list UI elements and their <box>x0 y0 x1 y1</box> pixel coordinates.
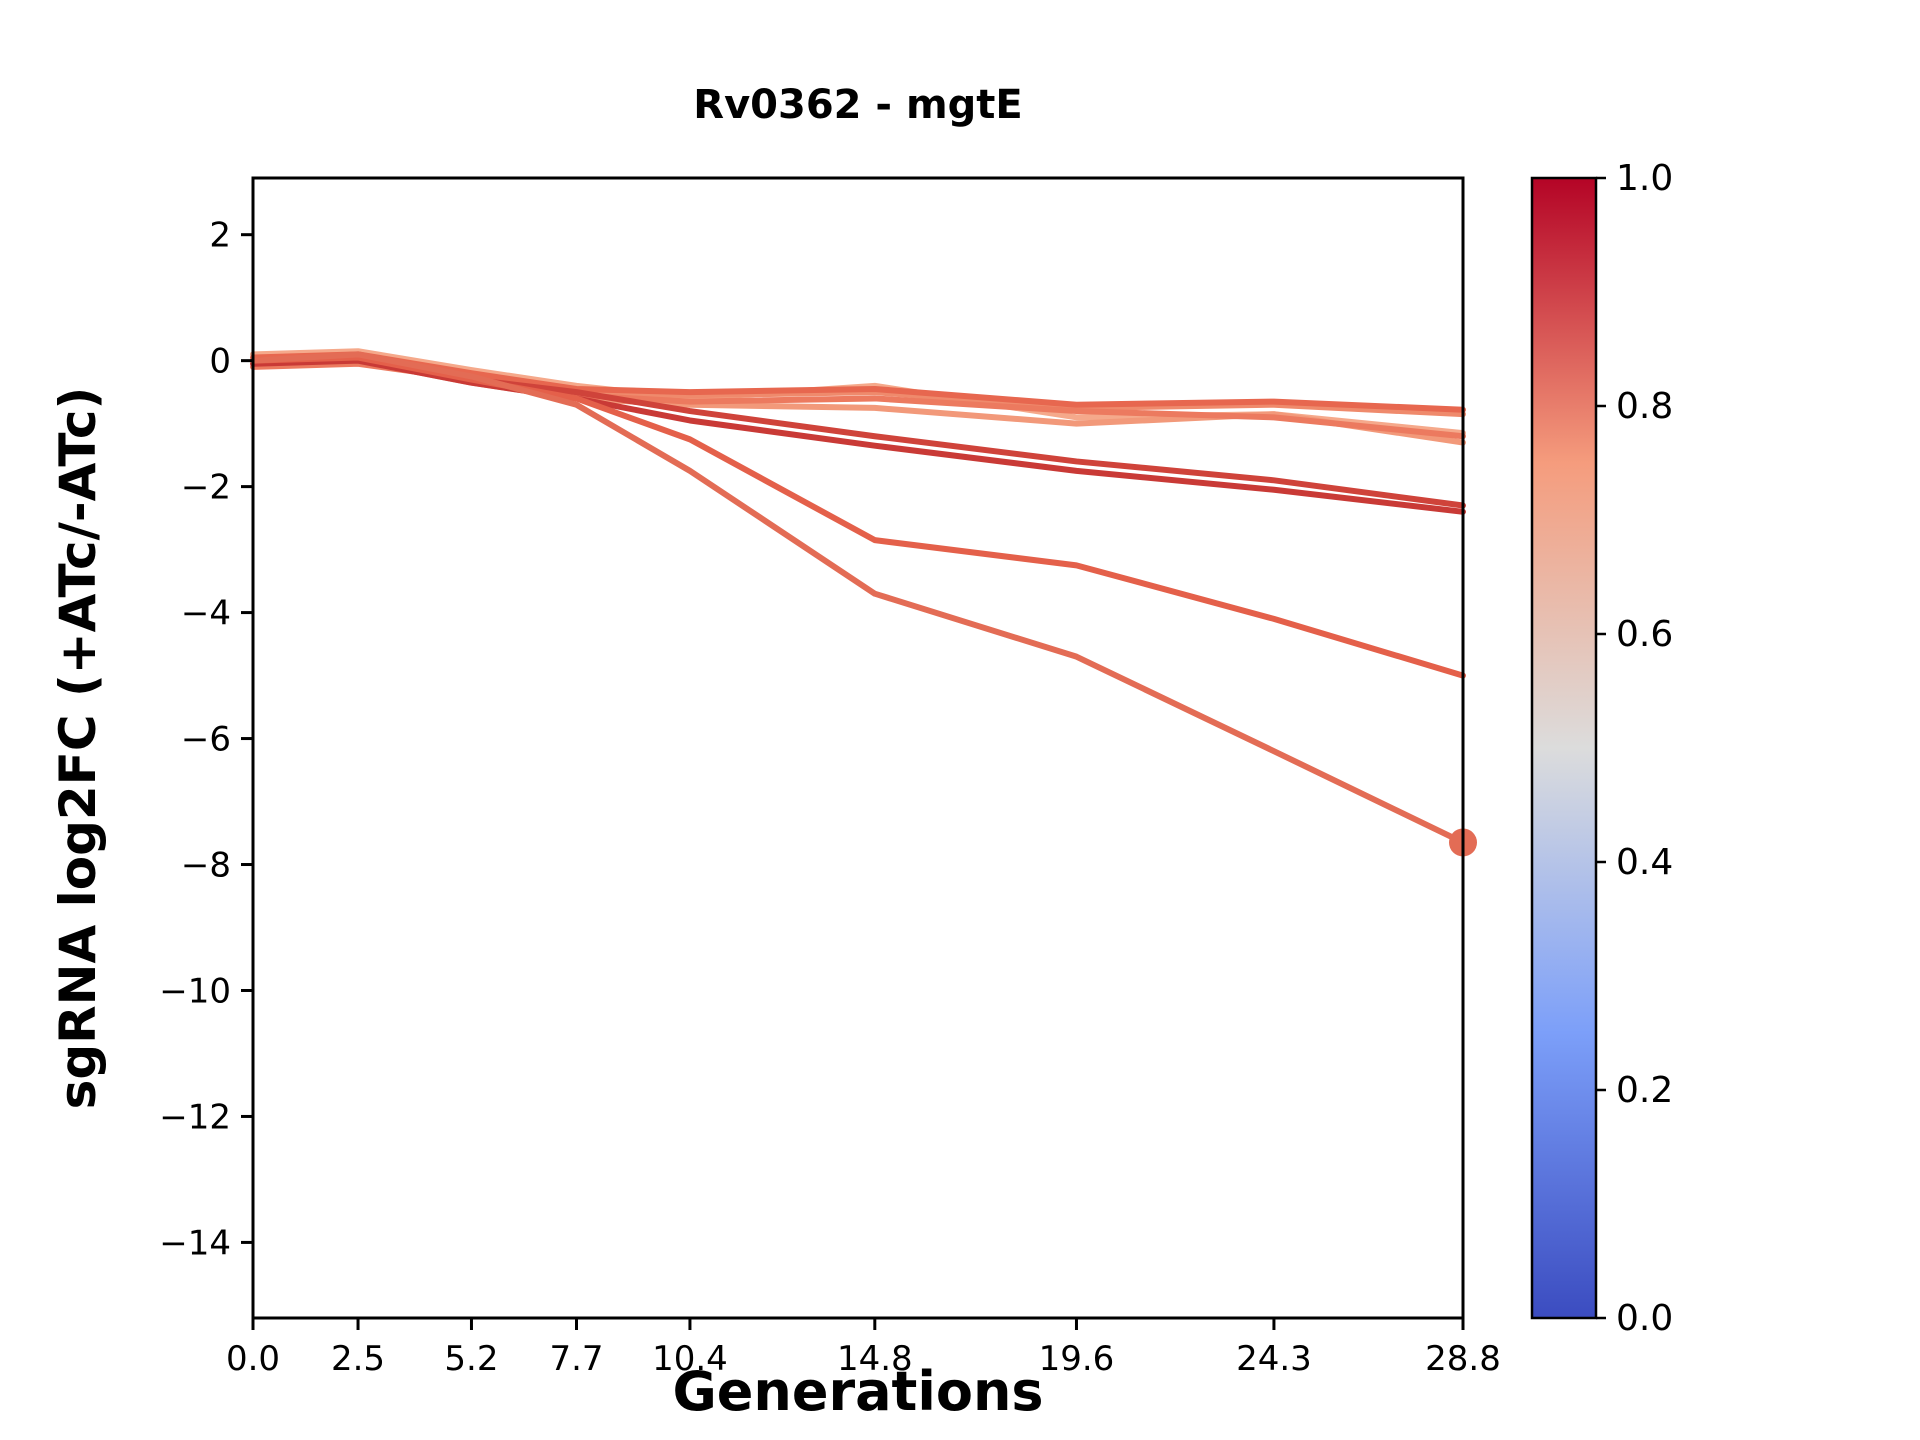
colorbar-tick-label: 0.6 <box>1616 614 1673 655</box>
series-line-sgRNA-6 <box>250 354 1466 509</box>
series-line-sgRNA-8 <box>250 354 1466 679</box>
y-tick-label: −4 <box>181 594 231 634</box>
x-tick-label: 10.4 <box>652 1339 728 1379</box>
x-tick-label: 19.6 <box>1039 1339 1115 1379</box>
y-tick-label: 0 <box>209 342 231 382</box>
x-tick-label: 2.5 <box>331 1339 385 1379</box>
y-tick-label: −2 <box>181 468 231 508</box>
x-tick-label: 14.8 <box>837 1339 913 1379</box>
x-tick-label: 5.2 <box>444 1339 498 1379</box>
colorbar-tick-label: 0.8 <box>1616 386 1673 427</box>
colorbar-gradient <box>1530 176 1598 1320</box>
y-tick-label: −8 <box>181 846 231 886</box>
colorbar-tick-label: 0.2 <box>1616 1070 1673 1111</box>
series-line-sgRNA-7 <box>250 357 1466 515</box>
y-tick-label: 2 <box>209 216 231 256</box>
y-tick-label: −10 <box>159 971 231 1011</box>
colorbar: 0.0 0.2 0.4 0.6 0.8 1.0 <box>1530 158 1673 1339</box>
y-tick-label: −6 <box>181 720 231 760</box>
x-tick-label: 0.0 <box>226 1339 280 1379</box>
x-axis-label: Generations <box>672 1360 1044 1423</box>
colorbar-tick-label: 0.4 <box>1616 842 1673 883</box>
y-tick-label: −14 <box>159 1223 231 1263</box>
x-tick-label: 28.8 <box>1425 1339 1501 1379</box>
colorbar-tick-label: 0.0 <box>1616 1298 1673 1339</box>
x-axis-ticks: 0.0 2.5 5.2 7.7 10.4 14.8 19.6 24.3 28.8 <box>226 1318 1501 1379</box>
series-lines <box>250 348 1477 857</box>
series-line-sgRNA-9 <box>250 351 1466 846</box>
colorbar-tick-label: 1.0 <box>1616 158 1673 199</box>
x-tick-label: 7.7 <box>549 1339 603 1379</box>
y-tick-label: −12 <box>159 1097 231 1137</box>
chart-title: Rv0362 - mgtE <box>693 82 1023 128</box>
axes-spines <box>251 176 1465 1320</box>
x-tick-label: 24.3 <box>1236 1339 1312 1379</box>
y-axis-ticks: 2 0 −2 −4 −6 −8 −10 −12 −14 <box>159 216 253 1263</box>
